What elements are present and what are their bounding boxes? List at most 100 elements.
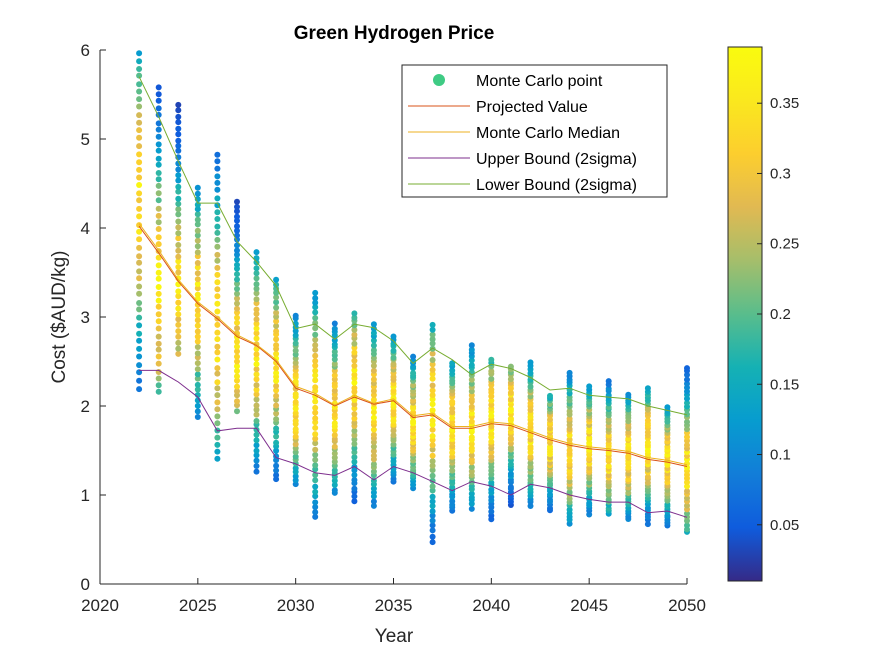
monte-carlo-point [175, 230, 182, 237]
legend-label: Monte Carlo Median [476, 125, 620, 142]
monte-carlo-point [429, 426, 436, 433]
monte-carlo-point [312, 342, 319, 349]
monte-carlo-point [214, 151, 221, 158]
monte-carlo-point [214, 365, 221, 372]
monte-carlo-point [351, 344, 358, 351]
monte-carlo-point [527, 400, 534, 407]
monte-carlo-point [214, 195, 221, 202]
monte-carlo-point [214, 321, 221, 328]
monte-carlo-point [429, 527, 436, 534]
monte-carlo-point [273, 447, 280, 454]
monte-carlo-point [566, 415, 573, 422]
monte-carlo-point [214, 300, 221, 307]
monte-carlo-point [155, 197, 162, 204]
monte-carlo-point [605, 496, 612, 503]
monte-carlo-point [370, 468, 377, 475]
monte-carlo-point [194, 312, 201, 319]
monte-carlo-point [312, 483, 319, 490]
legend: Monte Carlo point Projected Value Monte Ca… [401, 64, 668, 198]
monte-carlo-point [253, 418, 260, 424]
monte-carlo-point [625, 391, 632, 398]
monte-carlo-point [214, 279, 221, 286]
monte-carlo-point [273, 410, 280, 417]
monte-carlo-point [429, 433, 436, 439]
monte-carlo-point [234, 348, 240, 355]
monte-carlo-point [175, 125, 182, 132]
colorbar: 0.05 0.1 0.15 0.2 0.25 0.3 0.35 [727, 46, 799, 582]
monte-carlo-point [527, 359, 534, 366]
monte-carlo-point [351, 445, 358, 452]
monte-carlo-point [175, 350, 182, 357]
monte-carlo-point [234, 280, 240, 287]
monte-carlo-point [351, 371, 358, 378]
monte-carlo-point [468, 505, 475, 512]
monte-carlo-point [370, 448, 377, 455]
monte-carlo-point [234, 358, 240, 365]
monte-carlo-point [605, 472, 612, 479]
monte-carlo-point [370, 367, 377, 374]
monte-carlo-point [155, 297, 162, 304]
monte-carlo-points [136, 50, 690, 546]
monte-carlo-point [351, 357, 358, 364]
monte-carlo-point [155, 346, 162, 353]
monte-carlo-point [488, 479, 495, 486]
monte-carlo-point [175, 339, 182, 346]
monte-carlo-point [429, 472, 436, 479]
monte-carlo-point [155, 219, 162, 226]
monte-carlo-point [468, 418, 475, 425]
monte-carlo-point [136, 174, 143, 181]
monte-carlo-point [429, 533, 436, 540]
monte-carlo-point [684, 510, 690, 517]
monte-carlo-point [155, 325, 162, 332]
monte-carlo-point [429, 467, 436, 474]
monte-carlo-point [194, 350, 201, 357]
monte-carlo-point [234, 290, 240, 297]
monte-carlo-point [566, 478, 573, 485]
monte-carlo-point [214, 349, 221, 356]
monte-carlo-point [155, 176, 162, 183]
monte-carlo-point [214, 399, 221, 406]
monte-carlo-point [468, 396, 475, 403]
monte-carlo-point [234, 223, 240, 230]
monte-carlo-point [331, 387, 338, 394]
monte-carlo-point [488, 401, 495, 408]
monte-carlo-point [136, 182, 143, 188]
monte-carlo-point [234, 305, 240, 312]
colorbar-tick-label: 0.35 [770, 95, 799, 112]
monte-carlo-point [214, 158, 221, 165]
monte-carlo-point [370, 498, 377, 505]
monte-carlo-point [175, 200, 182, 207]
monte-carlo-point [155, 241, 162, 248]
monte-carlo-point [194, 206, 201, 213]
monte-carlo-point [312, 404, 319, 411]
monte-carlo-point [351, 405, 358, 412]
monte-carlo-point [194, 408, 201, 415]
monte-carlo-point [136, 81, 143, 88]
monte-carlo-point [429, 371, 436, 377]
monte-carlo-point [194, 291, 201, 298]
monte-carlo-point [468, 403, 475, 410]
colorbar-tick-label: 0.05 [770, 517, 799, 534]
monte-carlo-point [370, 409, 377, 416]
monte-carlo-point [390, 333, 397, 340]
monte-carlo-point [410, 418, 417, 425]
monte-carlo-point [214, 413, 221, 420]
monte-carlo-point [234, 203, 240, 210]
monte-carlo-point [214, 165, 221, 172]
monte-carlo-point [273, 402, 280, 409]
monte-carlo-point [194, 375, 201, 382]
monte-carlo-point [292, 332, 299, 339]
colorbar-tick-label: 0.15 [770, 376, 799, 393]
monte-carlo-point [312, 504, 319, 510]
monte-carlo-point [468, 456, 475, 463]
monte-carlo-point [253, 468, 260, 475]
monte-carlo-point [194, 276, 201, 283]
monte-carlo-point [684, 419, 690, 425]
monte-carlo-point [331, 482, 338, 488]
monte-carlo-point [468, 434, 475, 441]
monte-carlo-point [175, 218, 182, 225]
monte-carlo-point [429, 487, 436, 494]
monte-carlo-point [136, 306, 143, 313]
x-tick-label: 2050 [668, 596, 706, 615]
monte-carlo-point [292, 391, 299, 398]
